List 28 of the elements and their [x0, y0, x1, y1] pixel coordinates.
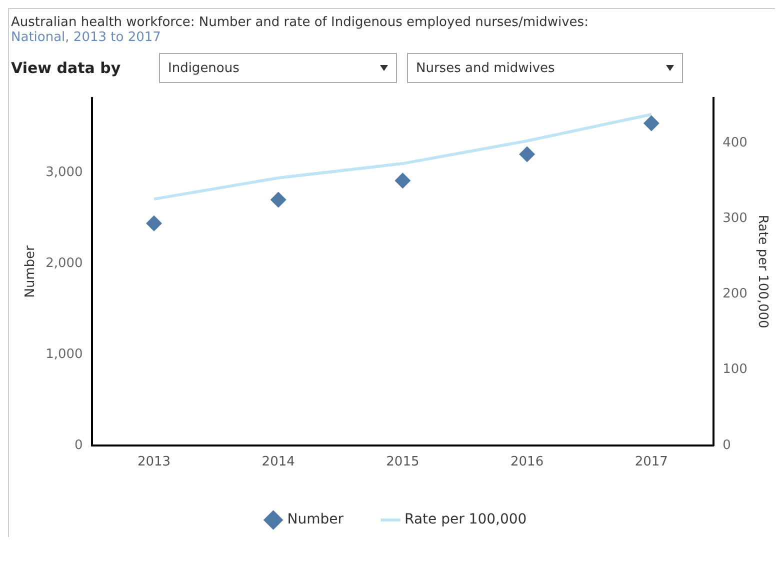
y-tick-label: 3,000 — [46, 164, 83, 180]
y-tick-label: 0 — [74, 438, 83, 453]
legend-label: Rate per 100,000 — [404, 512, 527, 528]
legend-label: Number — [287, 512, 344, 528]
point — [643, 115, 660, 132]
y-axis-title: Number — [23, 244, 38, 298]
y2-tick-label: 400 — [722, 136, 748, 151]
y2-tick-label: 100 — [722, 362, 748, 378]
y-tick-label: 1,000 — [46, 346, 83, 362]
dropdown-field: Indigenous — [159, 53, 397, 83]
y2-axis-title: Rate per 100,000 — [754, 214, 770, 328]
y2-tick-label: 0 — [722, 438, 731, 453]
text: View data by — [11, 59, 122, 77]
y2-tick-label: 200 — [722, 286, 748, 302]
x-tick-label: 2013 — [137, 454, 171, 470]
point — [270, 192, 286, 208]
point — [519, 146, 536, 162]
x-tick-label: 2016 — [510, 454, 544, 470]
x-tick-label: 2017 — [634, 454, 668, 470]
chart-subtitle: National, 2013 to 2017 — [11, 30, 162, 45]
point — [146, 215, 162, 232]
chart-title: Australian health workforce: Number and rate of Indigenous employed nurses/midwives: — [11, 15, 590, 30]
y2-tick-label: 300 — [722, 211, 748, 226]
dropdown-field: Nurses and midwives — [407, 53, 683, 83]
y-tick-label: 2,000 — [46, 256, 83, 271]
x-tick-label: 2014 — [262, 454, 295, 470]
point — [394, 172, 411, 189]
x-tick-label: 2015 — [386, 454, 420, 470]
